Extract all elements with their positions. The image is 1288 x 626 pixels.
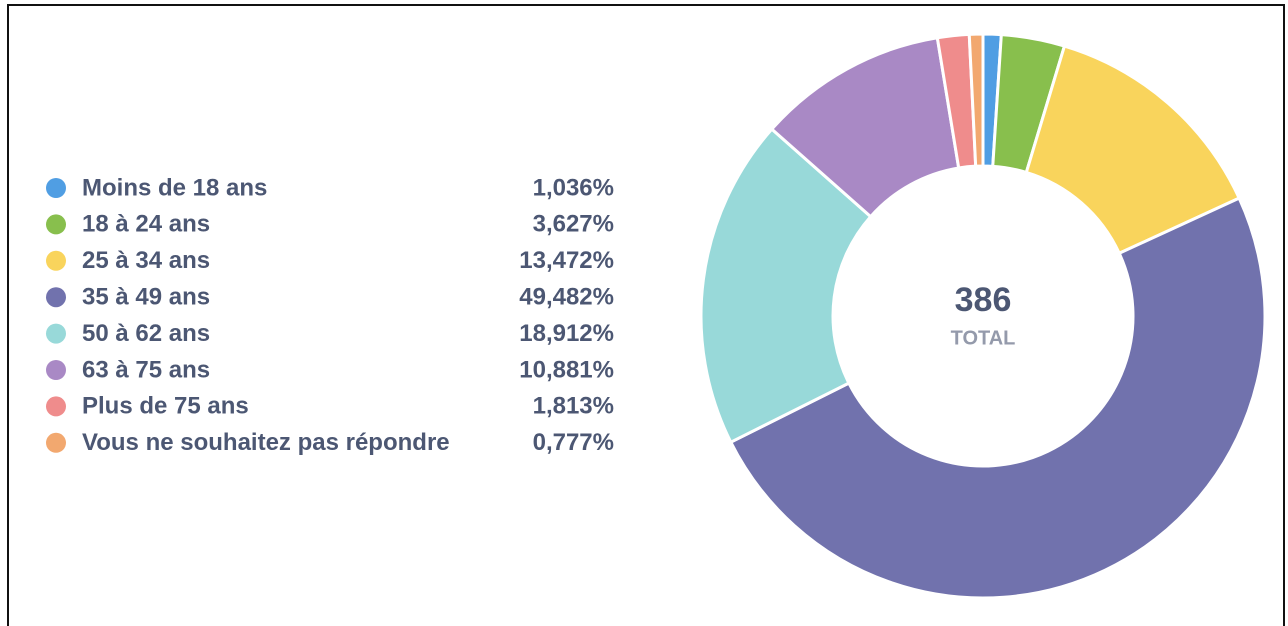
legend-label: 63 à 75 ans	[82, 356, 210, 383]
legend-label: Moins de 18 ans	[82, 174, 267, 201]
total-value: 386	[955, 281, 1012, 319]
legend-label: 50 à 62 ans	[82, 320, 210, 347]
legend-label: 18 à 24 ans	[82, 211, 210, 238]
legend-dot	[46, 360, 66, 380]
legend-dot	[46, 250, 66, 271]
donut-slice	[967, 32, 985, 168]
legend-value: 3,627%	[533, 211, 614, 238]
legend-dot	[46, 214, 66, 235]
legend-dot	[46, 287, 66, 308]
legend-value: 10,881%	[519, 356, 614, 383]
legend-label: Plus de 75 ans	[82, 393, 249, 420]
legend-label: 25 à 34 ans	[82, 247, 210, 274]
legend-value: 1,036%	[533, 174, 614, 201]
legend-label: 35 à 49 ans	[82, 284, 210, 311]
legend-value: 49,482%	[519, 284, 614, 311]
legend-dot	[46, 432, 66, 453]
legend-value: 1,813%	[533, 393, 614, 420]
legend-dot	[46, 323, 66, 344]
donut-slice	[699, 127, 873, 445]
donut-slice	[728, 196, 1267, 600]
legend-dot	[46, 396, 66, 417]
legend-label: Vous ne souhaitez pas répondre	[82, 429, 450, 456]
legend-value: 18,912%	[519, 320, 614, 347]
legend-value: 13,472%	[519, 247, 614, 274]
total-label: TOTAL	[951, 327, 1016, 349]
legend-dot	[46, 178, 66, 198]
legend-value: 0,777%	[533, 429, 614, 456]
donut-slice	[1024, 44, 1242, 256]
